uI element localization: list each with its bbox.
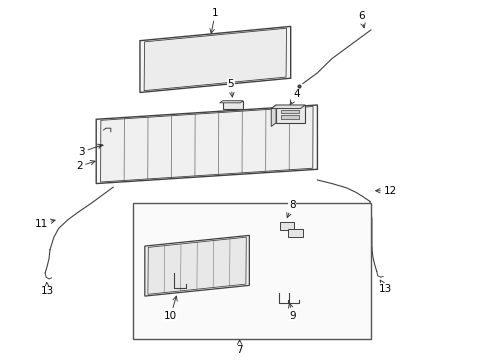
FancyBboxPatch shape [281, 115, 299, 118]
FancyBboxPatch shape [276, 105, 305, 123]
Polygon shape [144, 28, 286, 91]
Polygon shape [271, 105, 276, 126]
Text: 4: 4 [290, 89, 299, 105]
Polygon shape [147, 237, 246, 294]
Text: 5: 5 [227, 78, 234, 97]
FancyBboxPatch shape [287, 229, 302, 237]
Polygon shape [96, 105, 317, 184]
FancyBboxPatch shape [222, 101, 243, 109]
FancyBboxPatch shape [281, 110, 299, 113]
FancyBboxPatch shape [132, 203, 370, 339]
Polygon shape [144, 235, 249, 296]
Text: 13: 13 [378, 280, 391, 294]
Polygon shape [140, 26, 290, 93]
Text: 8: 8 [286, 200, 295, 217]
Text: 6: 6 [357, 12, 365, 28]
Text: 7: 7 [236, 345, 243, 355]
Text: 1: 1 [209, 8, 218, 33]
Text: 2: 2 [76, 161, 95, 171]
Text: 11: 11 [35, 219, 55, 229]
Text: 3: 3 [78, 144, 102, 157]
Polygon shape [219, 101, 243, 103]
Polygon shape [271, 105, 305, 109]
Text: 12: 12 [375, 186, 396, 196]
Polygon shape [101, 107, 312, 182]
Text: 9: 9 [288, 303, 296, 321]
FancyBboxPatch shape [279, 222, 293, 230]
Text: 10: 10 [163, 296, 177, 321]
Text: 13: 13 [41, 283, 54, 296]
